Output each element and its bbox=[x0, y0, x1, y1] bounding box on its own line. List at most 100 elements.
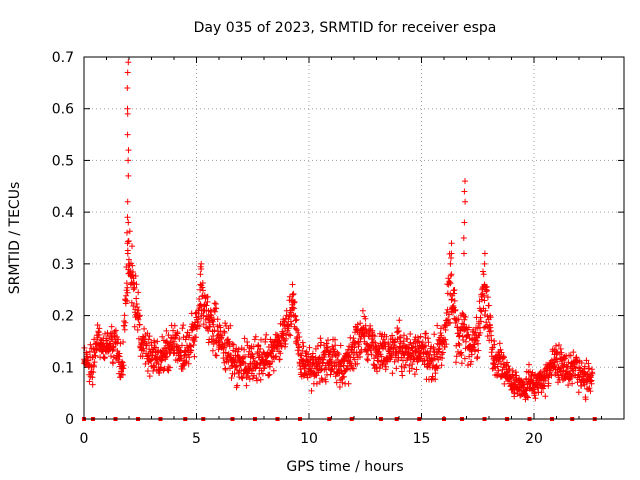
data-point bbox=[368, 351, 375, 358]
data-point bbox=[484, 294, 491, 301]
peak-point bbox=[461, 250, 467, 257]
data-point bbox=[474, 354, 481, 360]
data-point bbox=[339, 379, 346, 386]
data-point bbox=[135, 335, 142, 342]
peak-point bbox=[124, 85, 131, 91]
data-point bbox=[185, 360, 192, 367]
data-point bbox=[457, 350, 464, 357]
data-point bbox=[131, 284, 138, 291]
data-point bbox=[144, 368, 151, 374]
data-point bbox=[439, 349, 446, 356]
data-point bbox=[475, 340, 481, 347]
data-point bbox=[393, 365, 400, 372]
data-point bbox=[526, 361, 532, 368]
data-point bbox=[434, 322, 441, 329]
data-point bbox=[108, 323, 115, 330]
data-point bbox=[442, 336, 449, 343]
data-point bbox=[455, 316, 462, 323]
data-point bbox=[462, 314, 469, 320]
data-point bbox=[91, 336, 98, 343]
y-tick-label: 0.4 bbox=[52, 205, 74, 221]
data-point bbox=[265, 372, 272, 379]
peak-point bbox=[125, 260, 132, 267]
data-point bbox=[581, 363, 588, 370]
data-point bbox=[458, 360, 465, 367]
data-point bbox=[249, 351, 256, 358]
data-point bbox=[86, 348, 93, 355]
data-point bbox=[382, 363, 389, 370]
data-point bbox=[129, 243, 135, 250]
data-point bbox=[400, 357, 406, 364]
data-point bbox=[356, 341, 362, 348]
data-point bbox=[213, 352, 220, 359]
data-point bbox=[568, 373, 575, 380]
data-point bbox=[484, 313, 491, 320]
data-point bbox=[200, 287, 206, 294]
data-point bbox=[376, 365, 383, 372]
data-point bbox=[227, 322, 234, 329]
data-point bbox=[220, 344, 227, 351]
data-point bbox=[379, 362, 386, 369]
data-point bbox=[292, 317, 299, 324]
data-point bbox=[241, 346, 248, 353]
x-tick-label: 5 bbox=[192, 431, 201, 447]
data-point bbox=[396, 317, 403, 324]
data-point bbox=[180, 322, 187, 329]
data-point bbox=[252, 333, 259, 340]
data-point bbox=[478, 318, 484, 325]
data-point bbox=[135, 316, 142, 323]
data-point bbox=[86, 378, 93, 385]
data-point bbox=[188, 347, 195, 354]
data-point bbox=[362, 315, 369, 322]
x-tick-label: 0 bbox=[80, 431, 89, 447]
peak-point bbox=[198, 266, 205, 272]
data-point bbox=[497, 346, 504, 353]
peak-point bbox=[481, 281, 488, 288]
data-point bbox=[229, 341, 236, 347]
data-point bbox=[575, 389, 582, 396]
peak-point bbox=[124, 69, 131, 76]
data-point bbox=[401, 332, 407, 339]
data-point bbox=[322, 378, 329, 385]
data-point bbox=[351, 344, 358, 351]
data-point bbox=[447, 280, 454, 287]
data-point bbox=[299, 347, 306, 354]
data-point bbox=[128, 299, 135, 306]
data-point bbox=[587, 388, 594, 395]
peak-point bbox=[448, 240, 455, 247]
peak-point bbox=[481, 250, 488, 257]
data-point bbox=[121, 312, 128, 319]
data-point bbox=[378, 353, 385, 360]
data-point bbox=[357, 354, 363, 360]
data-point bbox=[204, 293, 211, 300]
data-point bbox=[345, 380, 352, 387]
data-point bbox=[298, 352, 305, 359]
peak-point bbox=[124, 240, 131, 247]
data-point bbox=[203, 302, 210, 309]
data-point bbox=[538, 389, 545, 396]
data-point bbox=[150, 368, 157, 374]
data-point bbox=[193, 334, 200, 341]
data-point bbox=[238, 374, 245, 381]
data-point bbox=[90, 363, 97, 370]
x-tick-label: 10 bbox=[300, 431, 318, 447]
data-point bbox=[214, 316, 221, 323]
data-point bbox=[562, 355, 569, 362]
data-point bbox=[94, 322, 101, 328]
data-point bbox=[335, 351, 342, 358]
data-point bbox=[456, 342, 463, 348]
data-point bbox=[547, 369, 554, 376]
data-point bbox=[331, 348, 338, 355]
data-point bbox=[392, 344, 399, 351]
data-point bbox=[471, 341, 478, 348]
data-point bbox=[432, 370, 439, 377]
data-point bbox=[196, 323, 203, 330]
data-point bbox=[266, 371, 273, 378]
y-tick-label: 0.6 bbox=[52, 102, 74, 118]
data-point bbox=[101, 354, 108, 361]
data-point bbox=[414, 334, 421, 341]
data-point bbox=[409, 361, 416, 368]
data-point bbox=[332, 336, 338, 343]
data-point bbox=[146, 333, 153, 340]
data-point bbox=[481, 297, 488, 304]
